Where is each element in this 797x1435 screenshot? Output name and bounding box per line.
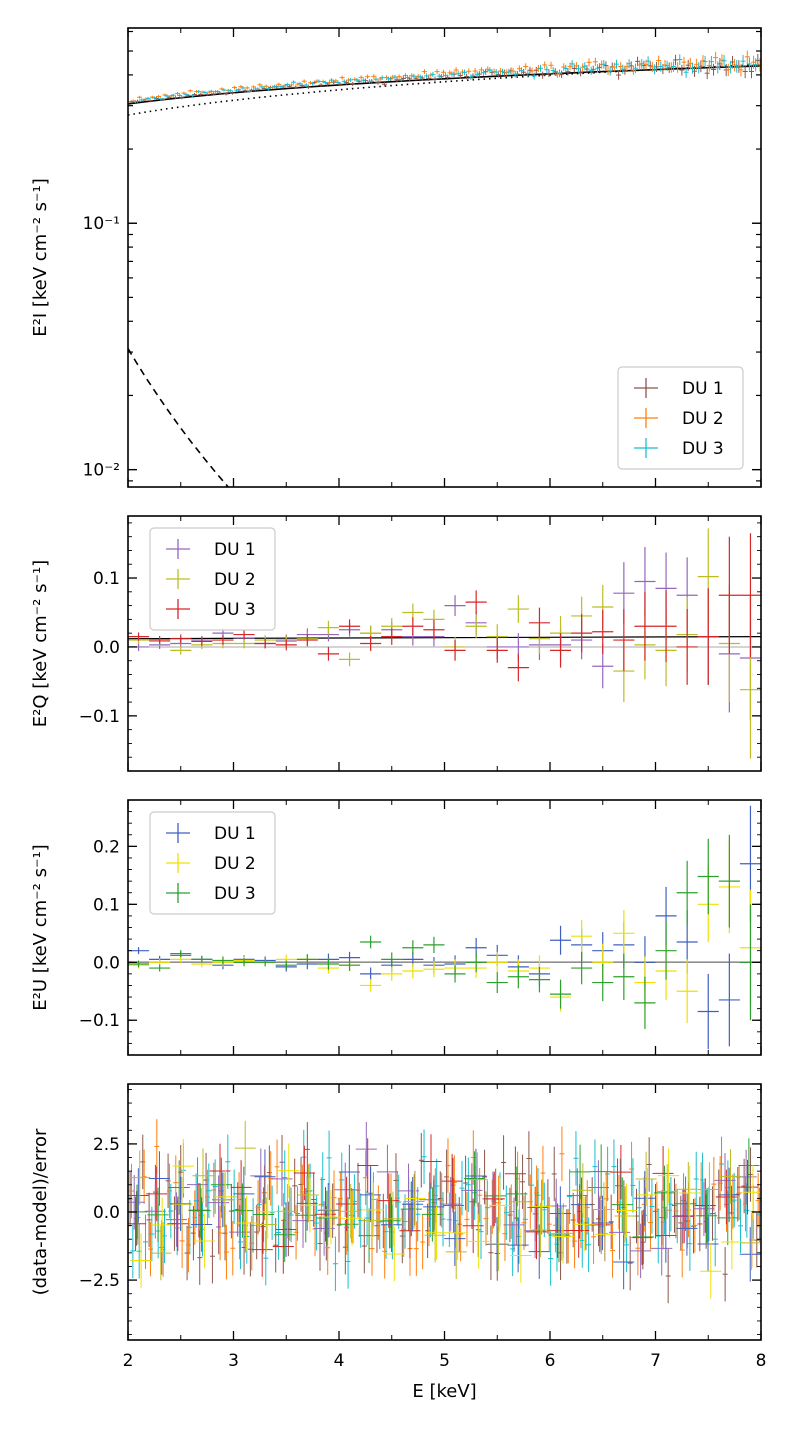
x-tick-label: 4 (334, 1351, 345, 1371)
legend-label: DU 2 (214, 854, 256, 874)
residual-series (128, 1138, 760, 1265)
q-panel: 0.1 0.0 −0.1 E²Q [keV cm⁻² s⁻¹] DU 1 DU 2 DU 3 (30, 515, 762, 772)
x-tick-label: 8 (756, 1351, 767, 1371)
y-axis-label: E²U [keV cm⁻² s⁻¹] (30, 844, 51, 1010)
y-axis-label: (data-model)/error (30, 1128, 51, 1295)
series-2 (130, 50, 761, 103)
intensity-panel: 10⁻¹ 10⁻² E²I [keV cm⁻² s⁻¹] DU 1 DU 2 DU 3 (30, 27, 762, 488)
series-3 (132, 54, 759, 104)
legend-label: DU 2 (682, 409, 724, 429)
y-tick-label: 0.1 (93, 895, 120, 915)
legend-label: DU 3 (682, 439, 724, 459)
y-tick-label: 2.5 (93, 1135, 120, 1155)
legend-label: DU 2 (214, 570, 256, 590)
x-tick-label: 5 (439, 1351, 450, 1371)
x-tick-label: 6 (545, 1351, 556, 1371)
plot-area (128, 528, 761, 759)
y-tick-label: −2.5 (79, 1271, 120, 1291)
residual-series (128, 1121, 757, 1279)
plot-area (128, 805, 761, 1050)
legend: DU 1 DU 2 DU 3 (617, 366, 744, 470)
residual-series (129, 1120, 761, 1281)
model-line-solid (128, 65, 761, 105)
legend-label: DU 1 (214, 824, 256, 844)
legend-label: DU 3 (214, 884, 256, 904)
residual-series (128, 1134, 759, 1277)
x-axis-label: E [keV] (412, 1381, 476, 1402)
series-3 (128, 834, 761, 1029)
y-tick-label: 0.0 (93, 1203, 120, 1223)
x-tick-label: 7 (650, 1351, 661, 1371)
model-line-dashed (128, 348, 229, 487)
y-tick-label: 0.2 (93, 837, 120, 857)
plot-area (128, 50, 761, 487)
legend-label: DU 1 (214, 540, 256, 560)
legend-label: DU 1 (682, 379, 724, 399)
y-axis-label: E²Q [keV cm⁻² s⁻¹] (30, 560, 51, 727)
y-tick-label: 0.1 (93, 569, 120, 589)
y-tick-label: 0.0 (93, 638, 120, 658)
legend: DU 1 DU 2 DU 3 (149, 811, 276, 915)
legend: DU 1 DU 2 DU 3 (149, 527, 276, 631)
y-axis-label: E²I [keV cm⁻² s⁻¹] (30, 178, 51, 337)
legend-label: DU 3 (214, 600, 256, 620)
legend-box (149, 811, 276, 915)
legend-box (149, 527, 276, 631)
residual-series (130, 1138, 761, 1299)
legend-box (617, 366, 744, 470)
plot-area (128, 1119, 761, 1304)
y-tick-label: 0.0 (93, 953, 120, 973)
y-tick-label: 10⁻² (83, 461, 120, 481)
x-tick-label: 2 (123, 1351, 134, 1371)
y-tick-label: −0.1 (79, 1011, 120, 1031)
residuals-panel: 2.5 0.0 −2.5 (data-model)/error 2 3 4 5 6 7 8 E [ke… (30, 1083, 767, 1402)
y-tick-label: 10⁻¹ (83, 214, 120, 234)
series-3 (128, 533, 761, 685)
residual-series (128, 1144, 761, 1290)
y-tick-label: −0.1 (79, 707, 120, 727)
x-tick-label: 3 (228, 1351, 239, 1371)
